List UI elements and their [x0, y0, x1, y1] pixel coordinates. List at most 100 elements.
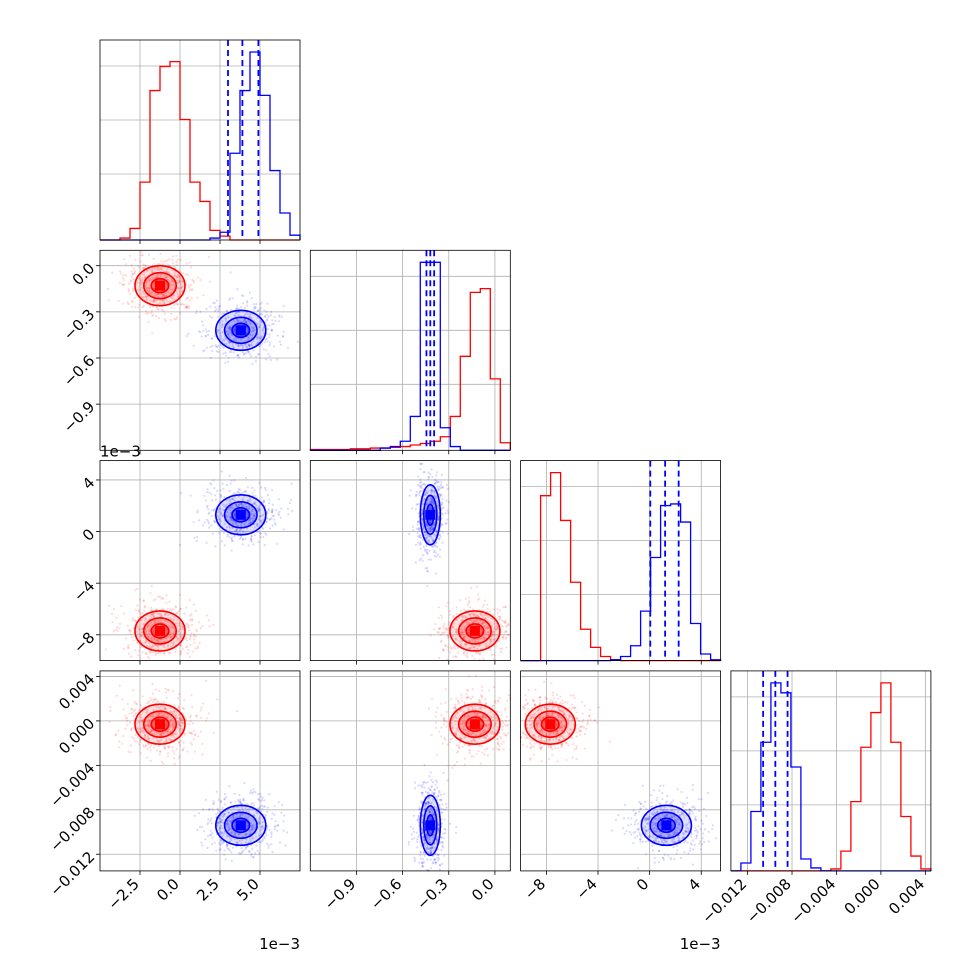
scatter-point: [133, 700, 136, 704]
scatter-point: [168, 264, 171, 267]
scatter-point: [189, 283, 192, 287]
scatter-point: [230, 859, 233, 863]
scatter-point: [235, 343, 238, 346]
scatter-point: [167, 291, 170, 294]
scatter-point: [185, 273, 188, 276]
scatter-point: [481, 605, 484, 608]
scatter-point: [196, 296, 199, 299]
scatter-point: [172, 690, 175, 693]
scatter-point: [481, 685, 484, 688]
scatter-point: [236, 288, 239, 291]
scatter-point: [258, 852, 261, 855]
scatter-point: [118, 740, 121, 743]
scatter-point: [442, 808, 445, 811]
scatter-point: [192, 650, 195, 653]
scatter-point: [412, 827, 415, 830]
scatter-point: [137, 306, 140, 309]
scatter-point: [230, 479, 233, 482]
scatter-point: [454, 831, 458, 834]
scatter-point: [413, 814, 416, 817]
scatter-point: [211, 843, 214, 846]
scatter-point: [211, 350, 214, 353]
scatter-point: [430, 778, 433, 782]
scatter-point: [463, 653, 466, 656]
scatter-point: [450, 698, 453, 701]
scatter-point: [204, 798, 207, 802]
scatter-point: [251, 491, 254, 494]
scatter-point: [134, 609, 138, 612]
scatter-point: [160, 266, 163, 269]
scatter-point: [259, 792, 262, 796]
scatter-point: [266, 318, 269, 321]
scatter-point: [230, 308, 233, 311]
scatter-point: [268, 527, 272, 530]
scatter-point: [505, 625, 508, 628]
scatter-point: [426, 569, 429, 572]
scatter-point: [181, 280, 184, 283]
scatter-point: [140, 283, 143, 286]
scatter-point: [477, 749, 480, 753]
scatter-point: [158, 268, 161, 271]
scatter-point: [225, 354, 228, 357]
scatter-point: [228, 536, 231, 539]
scatter-point: [502, 732, 505, 735]
scatter-point: [199, 709, 202, 712]
scatter-point: [130, 711, 134, 715]
scatter-point: [136, 604, 139, 607]
scatter-point: [265, 358, 268, 361]
scatter-point: [178, 544, 181, 547]
scatter-point: [178, 279, 181, 282]
scatter-point: [124, 263, 127, 266]
scatter-point: [232, 346, 235, 349]
scatter-point: [188, 636, 192, 639]
scatter-point: [179, 303, 183, 306]
scatter-point: [238, 319, 241, 322]
scatter-point: [211, 316, 214, 319]
scatter-point: [190, 743, 193, 746]
scatter-point: [162, 700, 166, 704]
scatter-point: [147, 253, 151, 256]
scatter-point: [500, 624, 503, 627]
scatter-point: [256, 309, 259, 312]
scatter-point: [239, 798, 242, 801]
scatter-point: [446, 627, 449, 630]
scatter-point: [255, 844, 258, 847]
scatter-point: [266, 327, 270, 331]
scatter-point: [182, 707, 185, 710]
scatter-point: [417, 821, 420, 824]
scatter-point: [251, 344, 254, 347]
scatter-point: [251, 327, 254, 330]
scatter-point: [179, 312, 182, 315]
scatter-point: [228, 344, 231, 347]
scatter-point: [435, 479, 438, 482]
scatter-point: [247, 339, 250, 342]
scatter-point: [150, 609, 153, 612]
scatter-point: [256, 337, 259, 340]
scatter-point: [261, 838, 264, 841]
scatter-point: [142, 304, 145, 307]
scatter-point: [440, 714, 443, 717]
scatter-point: [164, 687, 167, 690]
scatter-point: [205, 330, 208, 333]
scatter-point: [233, 327, 236, 331]
scatter-point: [408, 494, 411, 497]
scatter-point: [215, 790, 218, 793]
scatter-point: [129, 751, 132, 754]
scatter-point: [490, 653, 493, 657]
scatter-point: [249, 316, 252, 319]
scatter-point: [137, 303, 140, 306]
scatter-point: [262, 536, 265, 539]
scatter-point: [250, 343, 253, 346]
scatter-point: [447, 512, 450, 515]
scatter-point: [145, 281, 148, 284]
scatter-point: [443, 622, 446, 625]
scatter-point: [227, 333, 230, 336]
scatter-point: [150, 269, 153, 272]
scatter-point: [214, 545, 217, 548]
scatter-point: [172, 608, 175, 611]
scatter-point: [226, 338, 229, 342]
scatter-point: [488, 610, 491, 613]
scatter-point: [192, 279, 195, 282]
scatter-point: [142, 296, 145, 299]
scatter-point: [208, 315, 212, 318]
